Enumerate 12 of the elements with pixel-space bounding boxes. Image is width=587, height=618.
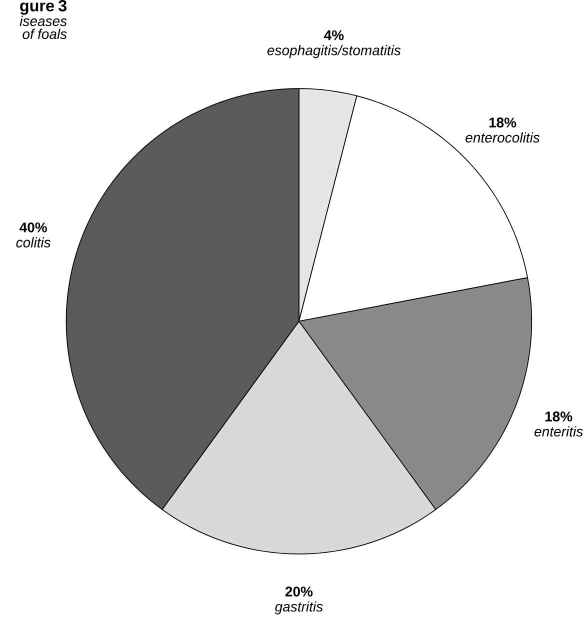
slice-label: enterocolitis xyxy=(466,132,540,143)
slice-label: gastritis xyxy=(274,601,323,614)
slice-label: enteritis xyxy=(534,426,583,437)
data-label: 20% xyxy=(286,586,313,597)
data-label: 4% xyxy=(324,30,344,40)
slice-label: colitis xyxy=(16,237,51,248)
data-label: 18% xyxy=(490,118,516,128)
data-label: 18% xyxy=(546,412,572,422)
slice-label: esophagitis/stomatitis xyxy=(268,45,401,58)
chart-subtitle: iseases of foals xyxy=(20,16,67,40)
chart-title: gure 3 xyxy=(20,0,67,15)
data-label: 40% xyxy=(20,222,48,232)
